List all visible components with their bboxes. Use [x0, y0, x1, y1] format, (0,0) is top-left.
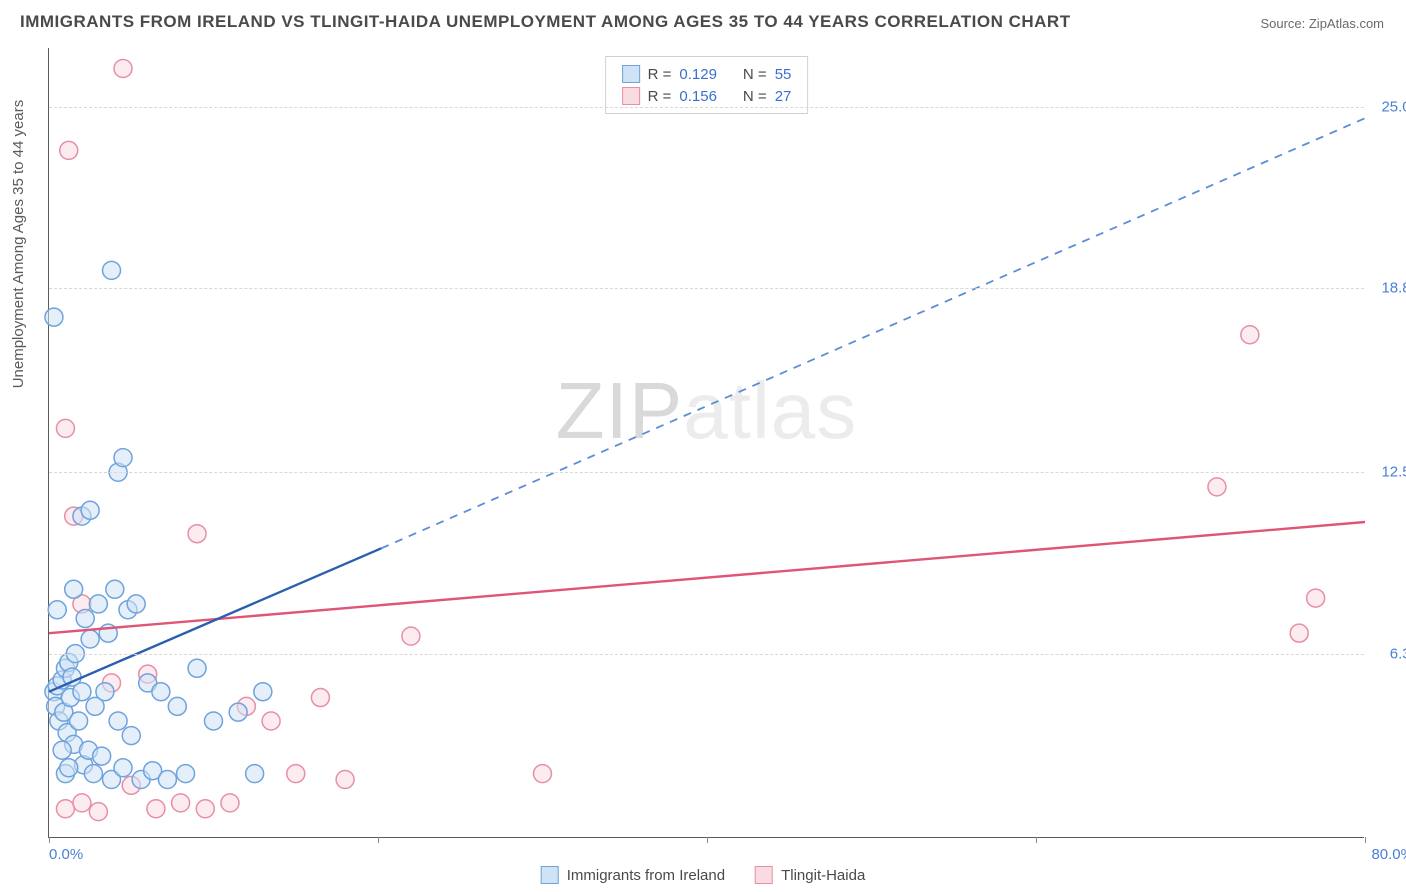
stats-row: R = 0.156 N = 27 [622, 85, 792, 107]
scatter-point [254, 683, 272, 701]
scatter-point [1241, 326, 1259, 344]
chart-title: IMMIGRANTS FROM IRELAND VS TLINGIT-HAIDA… [20, 12, 1071, 32]
scatter-point [96, 683, 114, 701]
scatter-point [336, 770, 354, 788]
scatter-point [196, 800, 214, 818]
scatter-point [287, 765, 305, 783]
scatter-point [106, 580, 124, 598]
stats-legend-box: R = 0.129 N = 55 R = 0.156 N = 27 [605, 56, 809, 114]
scatter-point [188, 525, 206, 543]
scatter-point [114, 759, 132, 777]
scatter-point [114, 449, 132, 467]
legend-item: Immigrants from Ireland [541, 866, 725, 884]
scatter-point [127, 595, 145, 613]
scatter-point [168, 697, 186, 715]
scatter-point [246, 765, 264, 783]
plot-area: ZIPatlas R = 0.129 N = 55 R = 0.156 N = … [48, 48, 1364, 838]
trend-line [49, 522, 1365, 633]
swatch-icon [622, 65, 640, 83]
scatter-point [188, 659, 206, 677]
scatter-point [122, 727, 140, 745]
scatter-point [81, 630, 99, 648]
scatter-point [1208, 478, 1226, 496]
legend-label: Tlingit-Haida [781, 867, 865, 884]
y-tick-label: 6.3% [1390, 645, 1406, 662]
n-value: 27 [775, 88, 792, 105]
scatter-point [1290, 624, 1308, 642]
plot-svg [49, 48, 1364, 837]
scatter-point [48, 601, 66, 619]
scatter-point [152, 683, 170, 701]
scatter-point [109, 712, 127, 730]
y-axis-label: Unemployment Among Ages 35 to 44 years [10, 100, 27, 389]
source-text: Source: ZipAtlas.com [1260, 16, 1384, 31]
scatter-point [172, 794, 190, 812]
scatter-point [81, 501, 99, 519]
stats-row: R = 0.129 N = 55 [622, 63, 792, 85]
x-tick-label: 80.0% [1371, 846, 1406, 863]
swatch-icon [541, 866, 559, 884]
r-value: 0.156 [679, 88, 717, 105]
scatter-point [262, 712, 280, 730]
r-label: R = [648, 66, 672, 83]
scatter-point [534, 765, 552, 783]
scatter-point [147, 800, 165, 818]
scatter-point [177, 765, 195, 783]
swatch-icon [622, 87, 640, 105]
scatter-point [73, 794, 91, 812]
scatter-point [311, 689, 329, 707]
bottom-legend: Immigrants from Ireland Tlingit-Haida [541, 866, 866, 884]
scatter-point [114, 59, 132, 77]
n-label: N = [743, 88, 767, 105]
scatter-point [45, 308, 63, 326]
x-tick-label: 0.0% [49, 846, 83, 863]
scatter-point [65, 580, 83, 598]
scatter-point [53, 741, 71, 759]
y-tick-label: 18.8% [1381, 279, 1406, 296]
scatter-point [221, 794, 239, 812]
legend-label: Immigrants from Ireland [567, 867, 725, 884]
scatter-point [89, 803, 107, 821]
scatter-point [205, 712, 223, 730]
n-label: N = [743, 66, 767, 83]
trend-line [49, 548, 381, 691]
scatter-point [84, 765, 102, 783]
scatter-point [158, 770, 176, 788]
scatter-point [1307, 589, 1325, 607]
legend-item: Tlingit-Haida [755, 866, 865, 884]
r-label: R = [648, 88, 672, 105]
scatter-point [60, 141, 78, 159]
scatter-point [93, 747, 111, 765]
scatter-point [60, 759, 78, 777]
scatter-point [76, 610, 94, 628]
y-tick-label: 12.5% [1381, 464, 1406, 481]
scatter-point [73, 683, 91, 701]
scatter-point [89, 595, 107, 613]
y-tick-label: 25.0% [1381, 98, 1406, 115]
swatch-icon [755, 866, 773, 884]
n-value: 55 [775, 66, 792, 83]
scatter-point [56, 419, 74, 437]
scatter-point [70, 712, 88, 730]
scatter-point [402, 627, 420, 645]
scatter-point [229, 703, 247, 721]
r-value: 0.129 [679, 66, 717, 83]
scatter-point [103, 261, 121, 279]
scatter-point [56, 800, 74, 818]
